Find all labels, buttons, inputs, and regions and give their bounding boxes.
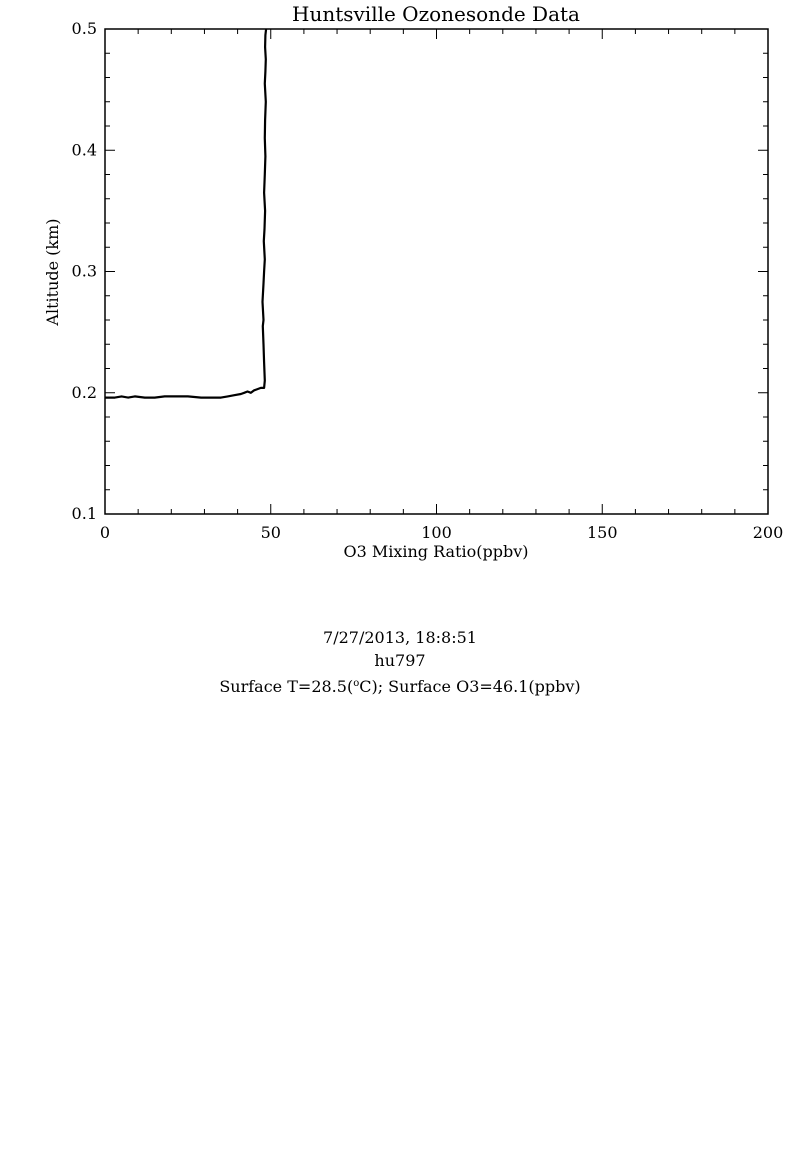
y-tick-label: 0.3 [72,262,97,281]
x-tick-label: 0 [100,523,110,542]
x-tick-label: 100 [421,523,452,542]
caption-block: 7/27/2013, 18:8:51 hu797 Surface T=28.5(… [0,626,800,698]
surface-temp-text: Surface T=28.5( [219,677,354,696]
y-tick-label: 0.2 [72,383,97,402]
y-axis-label: Altitude (km) [43,218,62,326]
y-tick-label: 0.4 [72,140,97,159]
station-id: hu797 [374,651,426,670]
sounding-datetime: 7/27/2013, 18:8:51 [323,628,477,647]
axis-ticks [104,28,769,515]
surface-o3-text: C); Surface O3=46.1(ppbv) [359,677,581,696]
x-axis-label: O3 Mixing Ratio(ppbv) [343,542,528,561]
degree-superscript: o [353,678,360,689]
plot-frame [104,28,769,515]
surface-conditions: Surface T=28.5(oC); Surface O3=46.1(ppbv… [0,672,800,698]
x-tick-label: 200 [753,523,784,542]
x-tick-label: 150 [587,523,618,542]
axis-tick-labels: 0 50 100 150 200 0.1 0.2 0.3 0.4 0.5 [72,19,784,542]
ozone-profile-line [105,28,268,399]
ozonesonde-chart: Huntsville Ozonesonde Data 0 50 100 150 2000… [43,2,784,561]
chart-title: Huntsville Ozonesonde Data [292,2,580,26]
x-tick-label: 50 [261,523,281,542]
y-tick-label: 0.5 [72,19,97,38]
y-tick-label: 0.1 [72,504,97,523]
